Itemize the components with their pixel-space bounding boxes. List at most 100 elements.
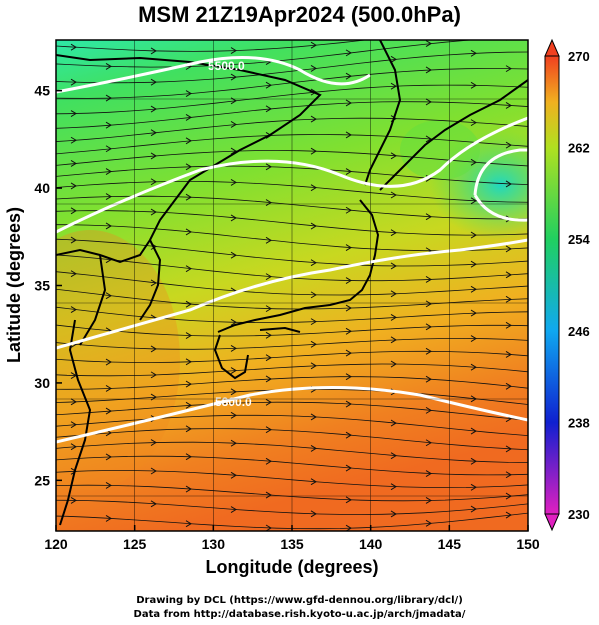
streamline-arrow xyxy=(390,152,397,160)
streamline-arrow xyxy=(505,102,512,109)
streamline-arrow xyxy=(505,321,512,329)
streamline-arrow xyxy=(105,168,112,175)
streamline-arrow xyxy=(345,464,352,472)
streamline xyxy=(56,40,369,52)
streamline-arrow xyxy=(310,41,317,49)
streamline-arrow xyxy=(425,375,432,383)
credits: Drawing by DCL (https://www.gfd-dennou.o… xyxy=(0,594,599,622)
streamline-arrow xyxy=(70,443,77,451)
streamline-arrow xyxy=(185,265,192,273)
streamline-arrow xyxy=(105,292,112,300)
streamline-arrow xyxy=(105,222,112,230)
streamline-arrow xyxy=(470,505,477,513)
streamline-arrow xyxy=(185,228,192,236)
streamline-arrow xyxy=(150,105,157,113)
streamline xyxy=(56,337,528,350)
streamline xyxy=(56,180,528,203)
streamline-arrow xyxy=(310,362,317,370)
streamline-arrow xyxy=(345,72,352,80)
streamline-arrow xyxy=(185,358,192,366)
streamline xyxy=(56,350,528,363)
map-title: MSM 21Z19Apr2024 (500.0hPa) xyxy=(138,2,461,27)
streamline-arrow xyxy=(425,323,432,331)
streamline-arrow xyxy=(230,344,237,352)
streamline-arrow xyxy=(265,398,272,406)
streamline xyxy=(56,401,528,421)
streamline-arrow xyxy=(185,332,192,339)
streamline-arrow xyxy=(425,276,432,283)
streamline-arrow xyxy=(150,208,157,216)
streamline-arrow xyxy=(345,99,352,107)
streamline-arrow xyxy=(345,131,352,139)
streamline-arrow xyxy=(470,285,477,293)
streamline xyxy=(56,484,528,502)
streamline-arrow xyxy=(265,524,272,531)
streamline-arrow xyxy=(390,314,397,321)
streamline-arrow xyxy=(310,222,317,230)
streamline-arrow xyxy=(345,373,352,381)
streamline-arrow xyxy=(265,273,272,281)
streamline-arrow xyxy=(230,471,237,479)
streamline xyxy=(56,455,528,476)
streamline xyxy=(56,84,528,115)
streamline-arrow xyxy=(105,145,112,153)
streamline-arrow xyxy=(425,439,432,447)
map-field: 5500.0 5800.0 xyxy=(56,40,528,531)
streamline-arrow xyxy=(470,197,477,205)
streamline-arrow xyxy=(265,81,272,89)
streamline-arrow xyxy=(390,419,397,427)
streamline-arrow xyxy=(310,115,317,123)
streamline-arrow xyxy=(185,113,192,121)
streamline-arrow xyxy=(70,136,77,144)
streamline-arrow xyxy=(70,78,77,86)
y-axis-ticks: 25 30 35 40 45 xyxy=(34,83,62,488)
streamline-arrow xyxy=(505,245,512,253)
streamline-arrow xyxy=(150,78,157,86)
streamline-arrow xyxy=(265,426,272,434)
streamline-arrow xyxy=(105,407,112,415)
streamline-arrow xyxy=(265,163,272,171)
colorbar-ticks: 230 238 246 254 262 270 xyxy=(568,49,590,522)
streamline-arrow xyxy=(185,425,192,433)
streamline-arrow xyxy=(470,483,477,491)
streamline-arrow xyxy=(470,158,477,166)
streamline-arrow xyxy=(265,331,272,339)
streamline xyxy=(56,512,528,530)
streamline-arrow xyxy=(230,367,237,374)
streamline-arrow xyxy=(425,519,432,527)
streamline-arrow xyxy=(505,511,512,519)
streamline xyxy=(56,150,528,167)
streamline xyxy=(56,306,528,324)
streamline-arrow xyxy=(185,300,192,308)
streamline-arrow xyxy=(265,105,272,113)
streamline-arrow xyxy=(470,309,477,317)
streamline-arrow xyxy=(265,236,272,244)
streamline xyxy=(56,470,528,489)
streamline-arrow xyxy=(425,135,432,143)
streamline xyxy=(56,101,528,129)
streamline-arrow xyxy=(310,64,317,72)
streamline-arrow xyxy=(425,406,432,414)
streamline-arrow xyxy=(70,182,77,190)
streamline-arrow xyxy=(265,305,272,313)
x-tick-label: 150 xyxy=(516,536,540,552)
y-axis-title: Latitude (degrees) xyxy=(4,206,24,364)
x-axis-title: Longitude (degrees) xyxy=(205,557,379,577)
streamline-arrow xyxy=(105,453,112,461)
streamline-arrow xyxy=(390,290,397,298)
streamline-arrow xyxy=(150,279,157,287)
gridlines xyxy=(56,40,528,531)
streamline-arrow xyxy=(470,335,477,342)
streamline-arrow xyxy=(70,207,77,215)
streamline-arrow xyxy=(390,82,397,90)
streamline-arrow xyxy=(185,401,192,409)
streamline-arrow xyxy=(425,347,432,355)
streamline-arrow xyxy=(505,271,512,279)
x-tick-label: 130 xyxy=(202,536,226,552)
streamline-arrow xyxy=(390,262,397,270)
streamline-arrow xyxy=(345,277,352,284)
streamline-arrow xyxy=(230,506,237,513)
contour-label-5500: 5500.0 xyxy=(208,59,245,73)
colorbar-tick-label: 262 xyxy=(568,141,590,156)
streamline xyxy=(56,441,528,463)
